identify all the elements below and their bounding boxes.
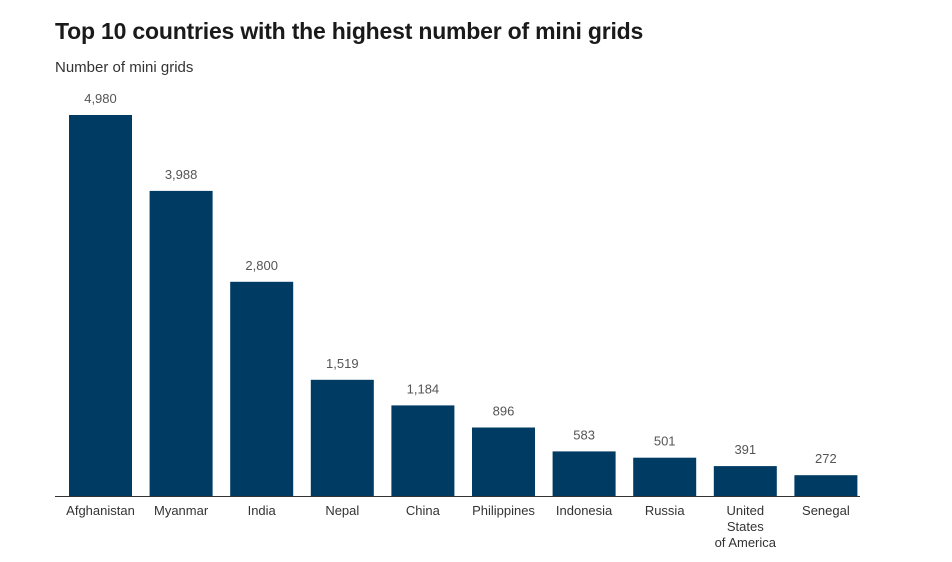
data-label-nepal: 1,519	[326, 356, 359, 371]
data-label-united-states-of-america: 391	[734, 442, 756, 457]
x-tick-label-line: Russia	[645, 503, 686, 518]
bar-afghanistan	[69, 115, 132, 496]
bar-china	[391, 405, 455, 496]
data-label-senegal: 272	[815, 451, 837, 466]
data-label-afghanistan: 4,980	[84, 91, 117, 106]
bar-senegal	[794, 475, 858, 496]
x-tick-label-line: Myanmar	[154, 503, 209, 518]
bar-myanmar	[149, 190, 213, 496]
bar-united-states-of-america	[713, 466, 777, 496]
chart-title: Top 10 countries with the highest number…	[55, 18, 644, 44]
bar-philippines	[472, 427, 535, 496]
x-tick-label-line: Senegal	[802, 503, 850, 518]
x-tick-label-line: States	[727, 519, 764, 534]
y-axis-label: Number of mini grids	[55, 59, 194, 76]
data-label-philippines: 896	[493, 404, 515, 419]
x-tick-label-line: Indonesia	[556, 503, 613, 518]
x-tick-label-india: India	[248, 503, 277, 518]
bar-nepal	[310, 379, 374, 496]
x-tick-label-china: China	[406, 503, 441, 518]
data-label-indonesia: 583	[573, 427, 595, 442]
x-tick-label-united-states-of-america: United States of America	[715, 503, 777, 550]
x-tick-label-line: China	[406, 503, 441, 518]
x-tick-label-line: India	[248, 503, 277, 518]
x-tick-label-philippines: Philippines	[472, 503, 535, 518]
x-tick-label-russia: Russia	[645, 503, 686, 518]
x-tick-label-senegal: Senegal	[802, 503, 850, 518]
data-label-china: 1,184	[407, 381, 440, 396]
data-label-russia: 501	[654, 434, 676, 449]
x-tick-label-line: Philippines	[472, 503, 535, 518]
x-tick-label-line: of America	[715, 535, 777, 550]
x-tick-label-indonesia: Indonesia	[556, 503, 613, 518]
bar-india	[230, 281, 294, 496]
x-tick-label-afghanistan: Afghanistan	[66, 503, 135, 518]
x-tick-label-line: Nepal	[325, 503, 359, 518]
x-tick-label-nepal: Nepal	[325, 503, 359, 518]
data-label-india: 2,800	[245, 258, 278, 273]
x-tick-label-line: Afghanistan	[66, 503, 135, 518]
x-tick-label-line: United	[727, 503, 765, 518]
x-tick-label-myanmar: Myanmar	[154, 503, 209, 518]
bar-russia	[633, 457, 697, 496]
data-label-myanmar: 3,988	[165, 167, 198, 182]
bar-indonesia	[552, 451, 616, 496]
